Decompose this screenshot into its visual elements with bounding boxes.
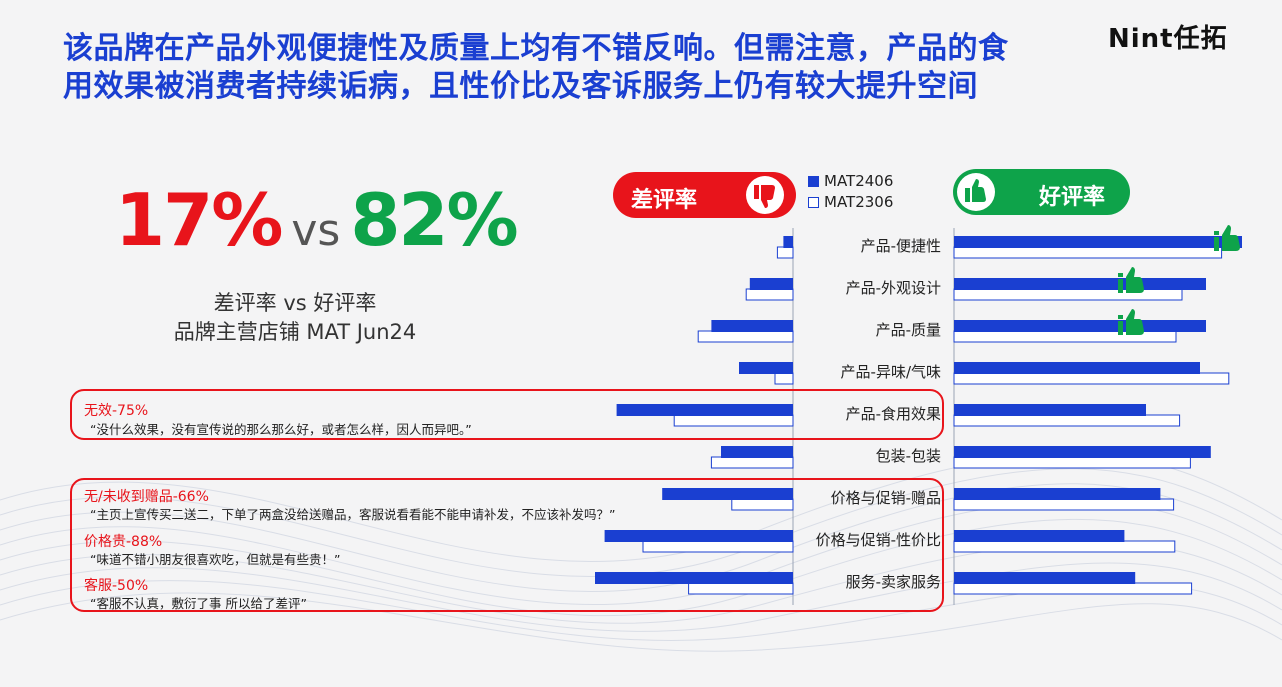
page-title: 该品牌在产品外观便捷性及质量上均有不错反响。但需注意，产品的食 用效果被消费者持… [63, 30, 1083, 106]
legend-label-mat2406: MAT2406 [824, 172, 894, 190]
chart-legend: MAT2406 MAT2306 [808, 171, 893, 213]
negative-bar-mat2406 [604, 530, 793, 542]
category-label: 产品-食用效果 [846, 405, 941, 423]
positive-bar-mat2306 [953, 540, 1176, 553]
negative-rate-label: 差评率 [631, 188, 698, 213]
positive-bar-mat2306 [953, 372, 1230, 385]
positive-bar-mat2406 [954, 236, 1242, 248]
category-label: 价格与促销-性价比 [816, 531, 941, 549]
legend-label-mat2306: MAT2306 [824, 193, 894, 211]
positive-bar-mat2406 [954, 446, 1211, 458]
negative-bar-mat2306 [745, 288, 794, 301]
negative-bar-mat2406 [749, 278, 793, 290]
positive-bar-mat2406 [954, 278, 1206, 290]
negative-bar-mat2406 [616, 404, 793, 416]
positive-rate-pill: 好评率 [953, 169, 1130, 215]
negative-bar-mat2306 [774, 372, 794, 385]
thumbs-up-icon [1214, 225, 1240, 251]
ratio-display: 17% vs 82% [115, 178, 519, 268]
vs-text: vs [291, 205, 341, 256]
brand-logo: Nint任拓 [1108, 24, 1228, 54]
negative-bar-mat2406 [595, 572, 793, 584]
legend-swatch-filled [808, 176, 819, 187]
negative-rate-value: 17% [115, 178, 283, 262]
positive-bar-mat2406 [954, 572, 1136, 584]
callout-quote-price: “味道不错小朋友很喜欢吃，但就是有些贵！” [90, 552, 341, 567]
callout-title-service: 客服-50% [84, 578, 149, 594]
negative-bar-mat2306 [697, 330, 794, 343]
positive-bar-mat2306 [953, 288, 1183, 301]
thumbs-up-icon [957, 173, 995, 211]
caption-line-1: 差评率 vs 好评率 [213, 291, 377, 315]
positive-bar-mat2306 [953, 414, 1181, 427]
positive-rate-label: 好评率 [1039, 185, 1106, 210]
positive-bar-mat2306 [953, 456, 1191, 469]
positive-bar-mat2406 [954, 320, 1206, 332]
callout-quote-gift: “主页上宣传买二送二，下单了两盒没给送赠品，客服说看看能不能申请补发，不应该补发… [90, 507, 616, 522]
legend-item-mat2406: MAT2406 [808, 171, 893, 192]
category-label: 产品-外观设计 [846, 279, 941, 297]
callout-box-price-service [70, 478, 944, 612]
negative-bar-mat2406 [711, 320, 793, 332]
positive-bar-mat2406 [954, 488, 1161, 500]
positive-rate-value: 82% [350, 178, 518, 262]
callout-box-effect [70, 389, 944, 440]
category-label: 包装-包装 [876, 447, 941, 465]
positive-bar-mat2306 [953, 498, 1175, 511]
background-wave-decoration [0, 453, 1282, 652]
category-label: 产品-质量 [876, 321, 941, 339]
positive-bar-mat2306 [953, 246, 1223, 259]
legend-swatch-outline [808, 197, 819, 208]
thumbs-down-icon [746, 176, 784, 214]
negative-rate-pill: 差评率 [613, 172, 796, 218]
positive-bar-mat2406 [954, 530, 1125, 542]
callout-title-price: 价格贵-88% [84, 534, 163, 550]
caption-line-2: 品牌主营店铺 MAT Jun24 [173, 320, 417, 344]
negative-bar-mat2406 [783, 236, 793, 248]
negative-bar-mat2306 [776, 246, 794, 259]
positive-bar-mat2406 [954, 404, 1146, 416]
thumbs-up-icon [1118, 267, 1144, 293]
positive-bar-mat2306 [953, 582, 1193, 595]
callout-quote-ineffective: “没什么效果，没有宣传说的那么那么好，或者怎么样，因人而异吧。” [90, 422, 472, 437]
thumbs-up-icon [1118, 309, 1144, 335]
category-label: 产品-便捷性 [861, 237, 941, 255]
page-title-line-1: 该品牌在产品外观便捷性及质量上均有不错反响。但需注意，产品的食 [63, 31, 1009, 66]
category-label: 服务-卖家服务 [846, 573, 941, 591]
callout-quote-service: “客服不认真，敷衍了事 所以给了差评” [90, 596, 307, 611]
negative-bar-mat2306 [710, 456, 794, 469]
category-label: 产品-异味/气味 [841, 363, 941, 381]
legend-item-mat2306: MAT2306 [808, 192, 893, 213]
negative-bar-mat2406 [739, 362, 793, 374]
callout-title-gift: 无/未收到赠品-66% [84, 489, 209, 505]
negative-bar-mat2406 [721, 446, 793, 458]
negative-bar-mat2406 [662, 488, 793, 500]
category-label: 价格与促销-赠品 [831, 489, 941, 507]
positive-bar-mat2406 [954, 362, 1200, 374]
page-title-line-2: 用效果被消费者持续诟病，且性价比及客诉服务上仍有较大提升空间 [63, 69, 978, 104]
callout-title-ineffective: 无效-75% [84, 403, 149, 419]
